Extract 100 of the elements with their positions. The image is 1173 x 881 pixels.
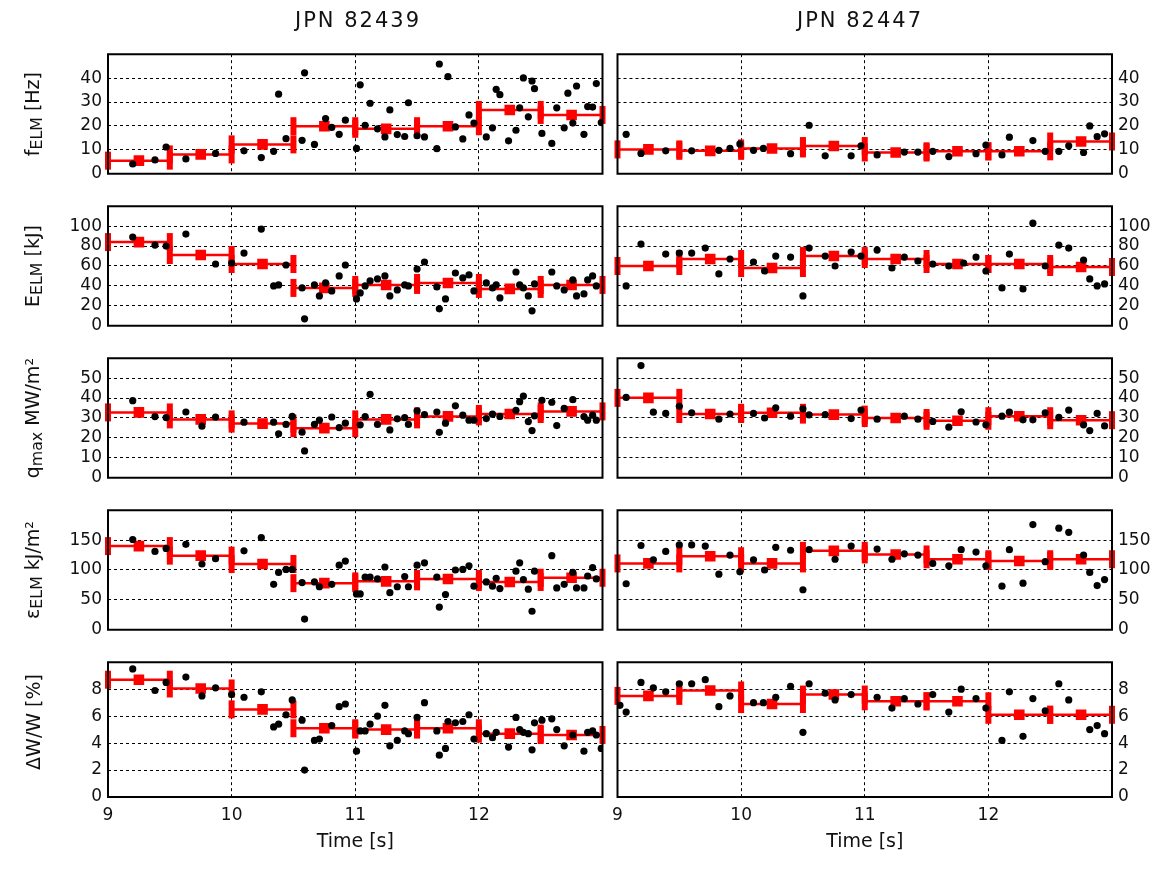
point [512,406,520,414]
point [519,575,527,584]
point [275,430,283,438]
point [315,735,323,743]
point [749,409,758,418]
x-axis-title: Time [s] [315,828,394,851]
point [504,728,516,739]
point [662,688,670,696]
y-tick-label: 50 [1118,588,1140,609]
point [310,140,319,148]
point [952,695,963,707]
point [548,715,556,723]
point [982,704,990,712]
point [1093,133,1101,141]
point [560,286,568,294]
point [589,103,597,111]
point [129,397,137,405]
point [592,80,600,88]
point [592,731,600,739]
point [715,146,723,154]
point [162,242,170,250]
point [288,412,296,421]
point [492,728,500,736]
point [799,292,807,300]
point [873,693,881,701]
point [228,690,236,699]
point [945,423,953,431]
point [401,414,409,422]
point [298,428,306,436]
point [413,561,421,569]
y-tick-label: 20 [1118,426,1140,447]
point [564,89,572,97]
point [151,241,159,249]
point [786,412,795,420]
point [569,276,577,284]
point [914,148,922,156]
point [470,735,478,743]
y-tick-label: 0 [1118,162,1129,183]
point [1041,147,1049,155]
point [572,584,581,592]
point [1079,256,1088,264]
point [528,746,536,754]
point [393,130,401,139]
point [1100,422,1109,430]
point [704,550,716,562]
y-tick-label: 6 [91,704,102,725]
point [1100,130,1109,138]
y-tick-label: 50 [80,588,102,609]
point [761,566,769,574]
x-tick-label: 11 [853,803,876,824]
point [300,615,309,623]
point [580,290,588,298]
point [1005,408,1013,416]
point [873,415,881,423]
point [404,99,413,107]
point [275,720,283,728]
point [786,253,795,261]
point [198,422,206,430]
point [569,119,577,127]
point [366,277,374,285]
point [381,133,389,141]
y-tick-label: 40 [1118,274,1140,295]
point [662,409,670,418]
point [675,541,683,549]
point [441,744,450,753]
point [998,736,1006,744]
point [688,147,696,155]
point [847,690,855,699]
point [366,390,374,398]
y-tick-label: 100 [69,214,102,235]
y-tick-label: 20 [80,294,102,315]
point [240,147,248,155]
point [553,421,561,430]
point [929,417,937,425]
y-tick-label: 20 [1118,294,1140,315]
point [1041,262,1049,270]
point [524,585,532,593]
point [929,147,937,155]
point [482,279,490,287]
point [1005,546,1013,554]
point [569,396,577,404]
point [592,575,600,583]
point [488,124,497,132]
point [873,246,881,254]
point [435,751,443,759]
point [451,566,459,574]
point [516,104,524,112]
point [404,583,413,591]
y-tick-label: 40 [1118,66,1140,87]
point [413,265,421,273]
point [1013,555,1025,567]
point [386,292,394,300]
point [380,724,392,735]
point [622,580,630,588]
point [328,580,336,588]
point [465,711,473,719]
point [420,258,429,266]
point [512,567,520,575]
point [257,258,268,270]
point [597,119,603,127]
